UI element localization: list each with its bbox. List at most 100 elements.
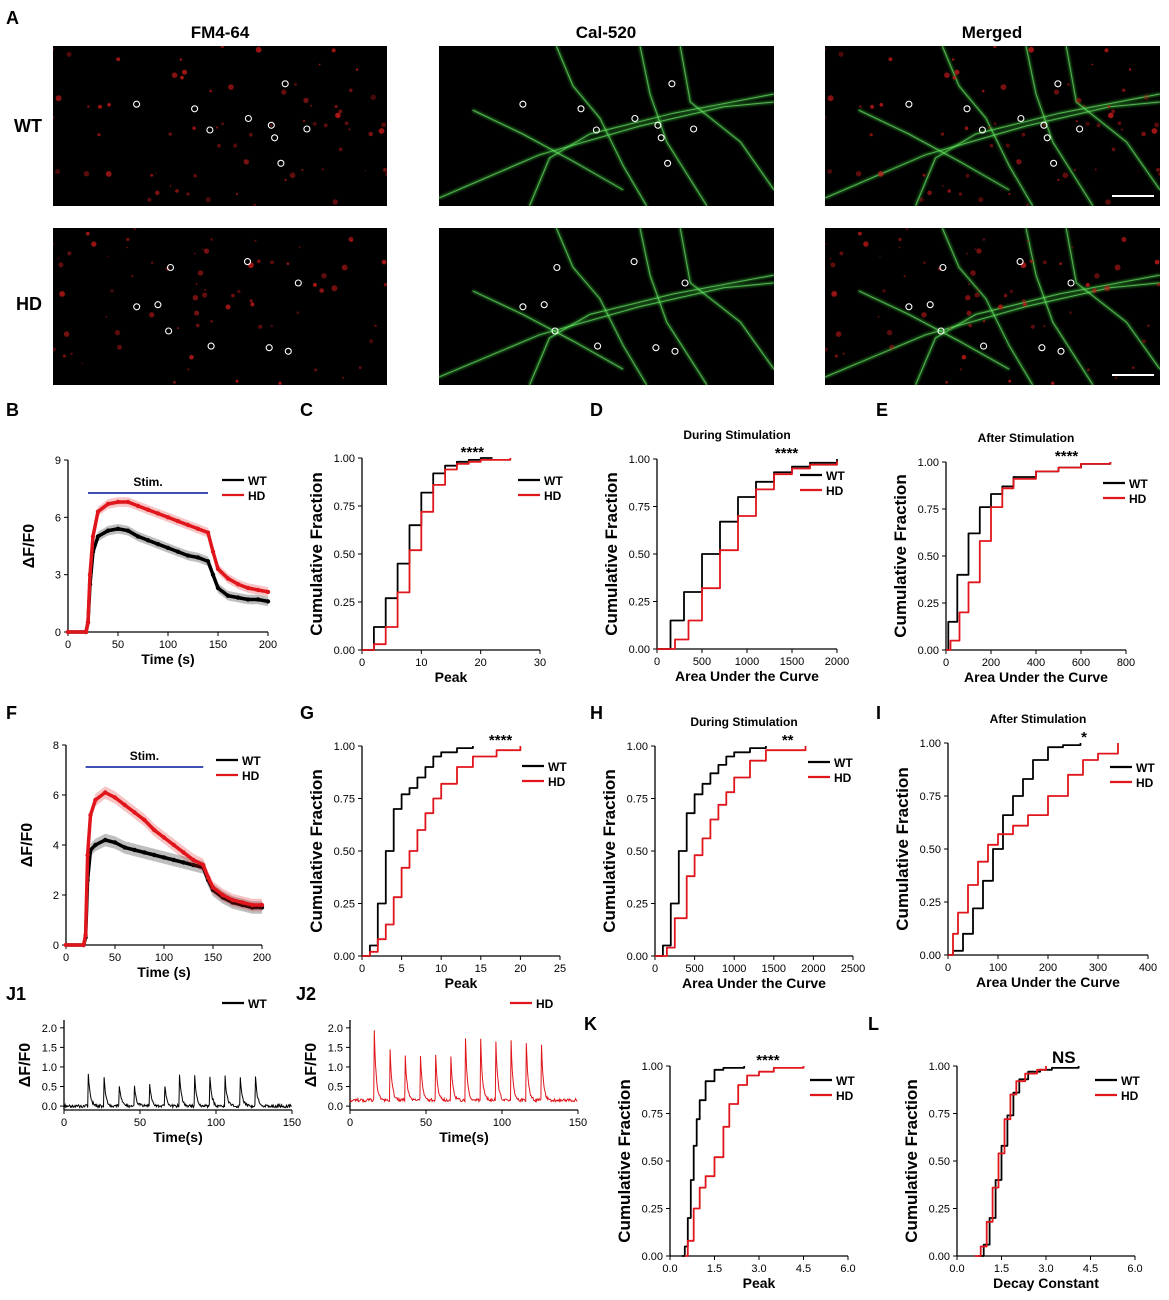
neurite-core [915,93,1160,206]
puncta [270,260,275,265]
puncta [179,58,183,61]
series-point-hd [85,852,90,858]
puncta [825,116,827,119]
puncta [201,248,204,251]
y-axis-label: ΔF/F0 [19,823,36,867]
puncta [270,123,273,127]
x-axis-label: Area Under the Curve [976,974,1120,990]
significance-marker: **** [489,732,513,749]
roi-marker [133,100,141,108]
y-tick-label: 4 [53,840,59,852]
y-tick-label: 1.00 [627,741,648,753]
series-point-hd [95,509,101,514]
series-point-wt [185,553,191,558]
neurite-core [1025,46,1094,206]
legend-label-hd: HD [544,489,562,503]
x-tick-label: 0 [65,639,71,651]
puncta [1069,311,1072,315]
micrograph-hd-cal-520 [439,228,774,385]
y-tick-label: 0.00 [334,645,355,657]
puncta [186,192,190,196]
series-point-hd [142,817,147,823]
legend-label-wt: WT [1121,1074,1140,1088]
series-line-hd [349,1030,578,1104]
y-tick-label: 2.0 [328,1023,343,1035]
puncta [278,381,282,385]
puncta [83,171,90,177]
roi-marker [978,126,986,134]
series-point-hd [65,629,71,635]
puncta [228,84,234,90]
significance-marker: * [1081,729,1087,746]
x-tick-label: 1000 [722,963,746,975]
series-point-hd [265,589,271,595]
puncta [877,315,880,318]
series-point-wt [95,534,101,539]
micrograph-content [825,46,1160,206]
panel-label-b: B [6,400,19,420]
x-tick-label: 0.0 [662,1263,677,1275]
y-tick-label: 0.00 [918,645,939,657]
series-point-wt [205,559,211,564]
puncta [1059,262,1062,266]
puncta [998,304,1004,310]
puncta [1051,381,1055,385]
y-tick-label: 0.25 [642,1204,663,1216]
neurite-core [529,93,774,206]
puncta [882,289,886,293]
series-point-hd [132,810,137,815]
roi-marker [654,121,662,129]
panel-k: K 0.0 1.5 3.0 4.5 6.0 0.00 0.25 0.50 0.75 1.00 Peak… [584,1014,856,1291]
puncta [1008,379,1012,383]
roi-marker [963,105,971,113]
x-tick-label: 2000 [825,656,849,668]
puncta [57,257,60,260]
roi-marker [271,134,279,142]
puncta [284,178,287,181]
y-tick-label: 0.50 [918,551,939,563]
series-point-hd [85,620,91,625]
roi-marker [1040,121,1048,129]
series-point-wt [215,585,221,591]
stimulation-label: Stim. [130,749,159,763]
puncta [966,310,972,316]
puncta [919,197,924,202]
series-point-wt [265,599,271,604]
series-point-hd [115,499,121,505]
puncta [863,241,869,247]
x-tick-label: 0 [61,1117,67,1129]
series-point-hd [210,885,216,890]
y-tick-label: 0.50 [629,549,650,561]
puncta [1042,123,1046,127]
puncta [289,172,296,179]
series-point-hd [161,835,167,840]
puncta [385,172,387,176]
puncta [248,132,253,137]
y-tick-label: 0.25 [627,899,648,911]
series-point-wt [132,847,137,853]
y-tick-label: 0.00 [642,1251,663,1263]
puncta [944,72,950,78]
neurite-core [825,101,1160,199]
puncta [869,133,873,137]
puncta [91,241,97,247]
puncta [958,192,963,196]
y-tick-label: 3 [55,570,61,582]
puncta [870,104,875,109]
series-point-hd [195,526,201,531]
series-line-hd [362,458,512,651]
series-line-hd [946,462,1112,651]
puncta [181,69,188,75]
x-tick-label: 150 [209,639,227,651]
puncta [364,170,367,172]
puncta [1154,259,1160,265]
x-axis-label: Peak [743,1275,776,1291]
puncta [149,312,155,318]
panel-a: A FM4-64 Cal-520 Merged WT HD [6,8,1160,385]
puncta [1087,368,1090,372]
puncta [1096,123,1101,128]
legend-label-wt: WT [1136,761,1155,775]
puncta [898,237,902,242]
series-point-hd [83,629,89,635]
